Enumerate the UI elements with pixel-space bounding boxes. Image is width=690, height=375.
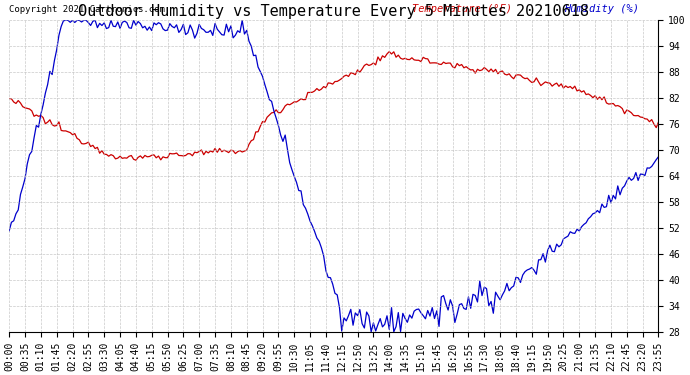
Title: Outdoor Humidity vs Temperature Every 5 Minutes 20210618: Outdoor Humidity vs Temperature Every 5 … — [79, 4, 589, 19]
Text: Humidity (%): Humidity (%) — [564, 4, 640, 14]
Text: Temperature (°F): Temperature (°F) — [412, 4, 512, 14]
Text: Copyright 2021 Cartronics.com: Copyright 2021 Cartronics.com — [9, 5, 165, 14]
